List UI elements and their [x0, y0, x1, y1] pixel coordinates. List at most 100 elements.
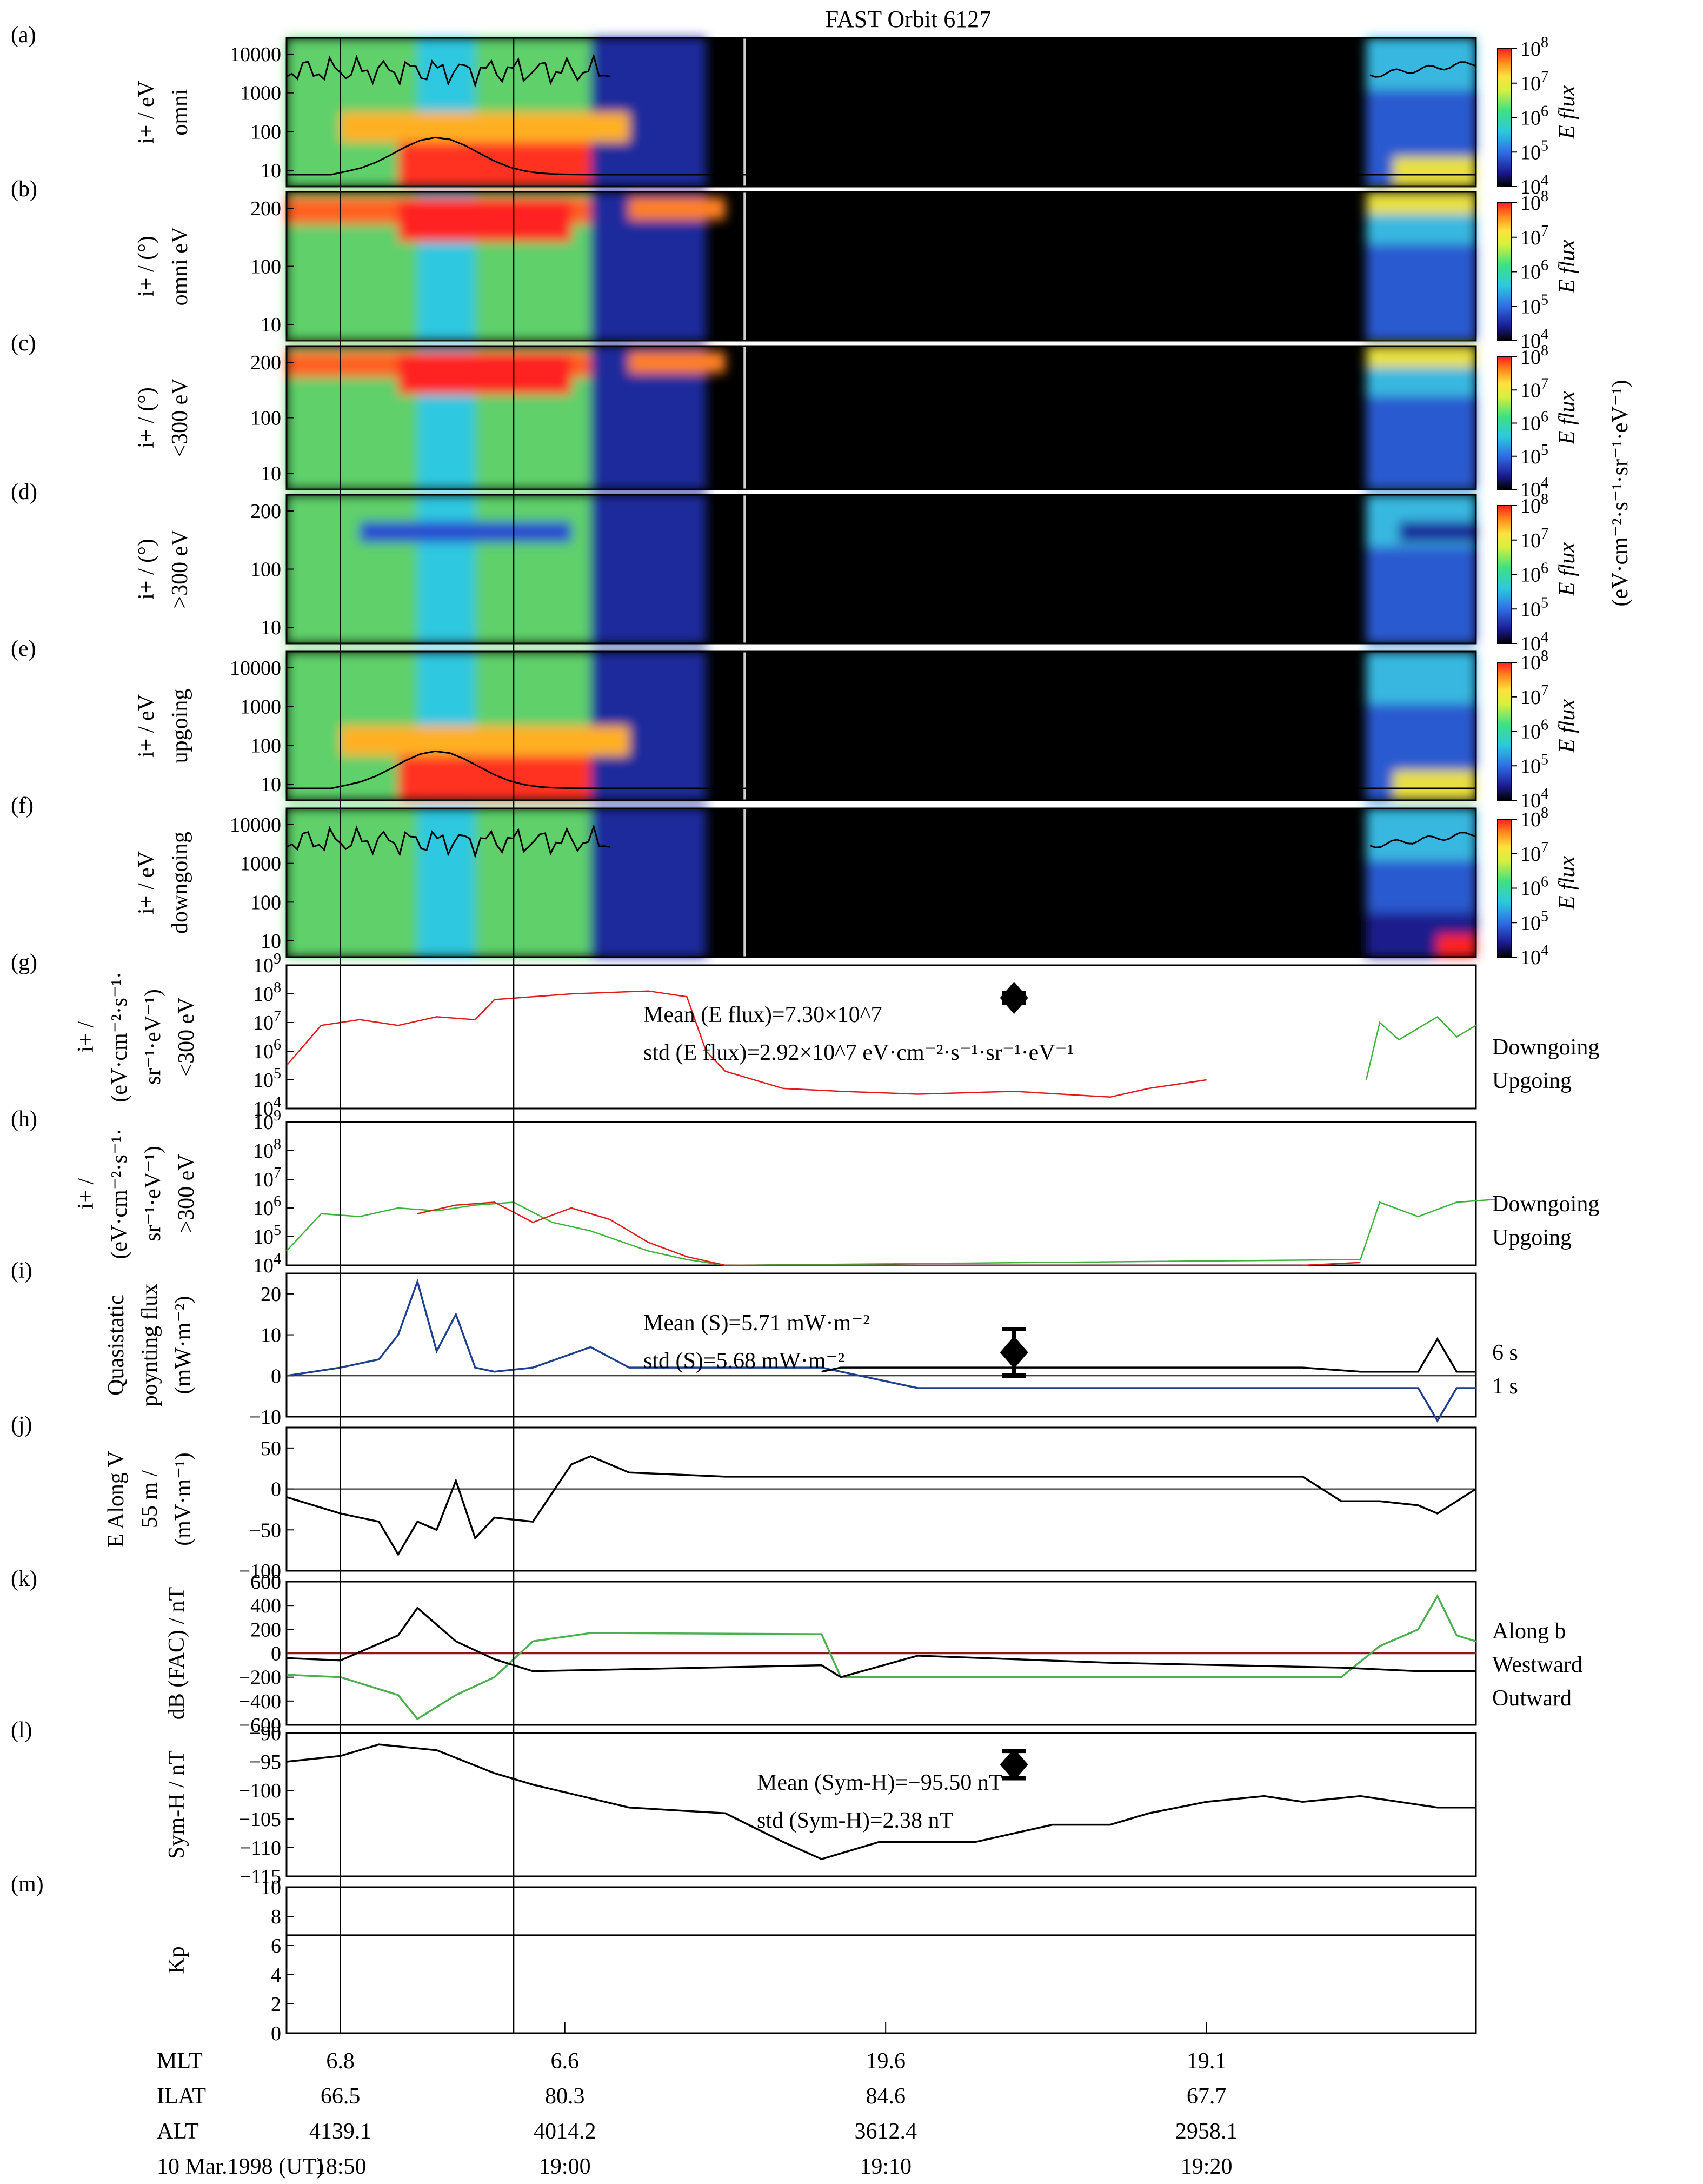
- y-tick-label: 107: [253, 1008, 281, 1034]
- y-axis-label: >300 eV: [168, 529, 192, 608]
- colorbar-tick: 106: [1520, 103, 1548, 130]
- colorbar-tick: 105: [1520, 751, 1548, 778]
- y-axis-label: (mW·m⁻²): [171, 1296, 196, 1395]
- x-axis-table: MLT 6.8 6.6 19.6 19.1 ILAT 66.5 80.3 84.6 67.7 ALT…: [157, 2022, 1238, 2179]
- y-tick-label: −100: [239, 1780, 281, 1802]
- y-axis-label: sr⁻¹·eV⁻¹): [141, 1146, 165, 1242]
- colorbar-tick: 104: [1520, 942, 1548, 969]
- legend-entry: Upgoing: [1492, 1225, 1572, 1250]
- panel-e: (e) i+ / eV upgoing 10000 1000 100 10 104 105 106…: [11, 636, 1580, 812]
- y-tick-label: 200: [250, 197, 281, 220]
- x-axis-row-label: ALT: [157, 2119, 199, 2144]
- plot-frame: [285, 1272, 1477, 1418]
- x-axis-row-label: 10 Mar.1998 (UT): [157, 2154, 324, 2179]
- y-tick-label: −600: [239, 1714, 281, 1737]
- stat-annotation: Mean (S)=5.71 mW·m⁻²: [643, 1311, 870, 1336]
- stat-annotation: std (S)=5.68 mW·m⁻²: [643, 1349, 844, 1373]
- panel-i: (i) Quasistatic poynting flux (mW·m⁻²) 20 10 0…: [11, 1258, 1518, 1429]
- mean-marker: [1000, 1336, 1028, 1369]
- colorbar-tick: 105: [1520, 291, 1548, 318]
- y-axis-label: i+ / eV: [134, 851, 159, 914]
- mean-energy-trace-right: [1369, 832, 1476, 848]
- y-axis-label: upgoing: [168, 689, 192, 764]
- y-tick-label: 1000: [240, 696, 281, 719]
- y-tick-label: 10000: [230, 43, 281, 66]
- colorbar: [1497, 202, 1512, 341]
- y-tick-label: 1000: [240, 853, 281, 875]
- y-axis-label: i+ / eV: [134, 81, 159, 144]
- colorbar-label: E flux: [1555, 85, 1580, 140]
- colorbar-tick: 104: [1520, 475, 1548, 501]
- colorbar: [1497, 356, 1512, 490]
- y-tick-label: 100: [250, 891, 281, 914]
- x-axis-row-value: 19:20: [1181, 2154, 1233, 2179]
- y-tick-label: 10000: [230, 814, 281, 837]
- panel-f: (f) i+ / eV downgoing 10000 1000 100 10 104 105 1…: [11, 793, 1580, 969]
- figure-title: FAST Orbit 6127: [826, 6, 991, 32]
- stat-annotation: std (Sym-H)=2.38 nT: [757, 1808, 953, 1833]
- y-tick-label: 4: [271, 1964, 281, 1987]
- colorbar: [1497, 819, 1512, 958]
- panel-label: (k): [11, 1566, 37, 1591]
- mean-marker: [1000, 981, 1028, 1014]
- legend-entry: Upgoing: [1492, 1068, 1572, 1093]
- y-tick-label: −115: [240, 1866, 281, 1888]
- y-tick-label: 10: [261, 616, 281, 639]
- panel-label: (j): [11, 1412, 32, 1437]
- y-tick-label: 400: [250, 1595, 281, 1617]
- panel-label: (l): [11, 1718, 32, 1743]
- colorbar-label: E flux: [1555, 699, 1580, 753]
- y-tick-label: 10: [261, 314, 281, 336]
- y-axis-label: (eV·cm⁻²·s⁻¹·: [107, 971, 132, 1102]
- panel-label: (b): [11, 177, 37, 202]
- colorbar-tick: 108: [1520, 34, 1548, 61]
- colorbar-tick: 106: [1520, 560, 1548, 587]
- y-tick-label: 0: [271, 2022, 281, 2045]
- x-axis-row-value: 84.6: [866, 2084, 906, 2109]
- legend-entry: 1 s: [1492, 1374, 1518, 1399]
- x-axis-row-value: 18:50: [315, 2154, 367, 2179]
- y-axis-label: i+ / (°): [134, 387, 159, 448]
- y-axis-label: i+ / eV: [134, 694, 159, 758]
- y-tick-label: 108: [253, 1136, 281, 1163]
- y-axis-label: dB (FAC) / nT: [164, 1587, 189, 1720]
- series-westward: [286, 1594, 1476, 1721]
- series-e: [286, 1455, 1476, 1557]
- colorbar-tick: 107: [1520, 839, 1548, 866]
- y-axis-label: poynting flux: [137, 1284, 162, 1407]
- x-axis-row-value: 66.5: [321, 2084, 361, 2109]
- plot-frame: [285, 1121, 1477, 1266]
- series-1-s: [821, 1337, 1476, 1373]
- y-tick-label: −95: [249, 1751, 281, 1774]
- y-axis-label: i+ /: [74, 1021, 98, 1052]
- series-outward: [286, 1606, 1476, 1678]
- colorbar-tick: 104: [1520, 786, 1548, 812]
- spectrogram-fill: [287, 38, 1476, 187]
- y-axis-label: 55 m /: [137, 1470, 162, 1529]
- y-axis-label: downgoing: [168, 832, 192, 934]
- event-lines: [340, 38, 515, 2033]
- y-tick-label: 1000: [240, 82, 281, 105]
- x-axis-row-value: 4139.1: [309, 2119, 372, 2144]
- legend-entry: 6 s: [1492, 1340, 1518, 1365]
- colorbar-tick: 104: [1520, 172, 1548, 198]
- colorbar-label: E flux: [1555, 542, 1580, 596]
- y-axis-label: (mV·m⁻¹): [171, 1452, 196, 1545]
- y-tick-label: −50: [249, 1519, 281, 1542]
- x-axis-row-value: 4014.2: [534, 2119, 596, 2144]
- legend-entry: Along b: [1492, 1619, 1566, 1644]
- y-tick-label: 109: [253, 951, 281, 977]
- y-tick-label: 10: [261, 160, 281, 182]
- y-tick-label: 10000: [230, 657, 281, 680]
- y-tick-label: −400: [239, 1690, 281, 1713]
- colorbar-label: E flux: [1555, 240, 1580, 294]
- y-tick-label: 0: [271, 1478, 281, 1501]
- colorbar-tick: 106: [1520, 874, 1548, 900]
- y-tick-label: 105: [253, 1065, 281, 1092]
- panel-l: (l) Sym-H / nT −90 −95 −100 −105 −110 −115 Mean …: [11, 1718, 1477, 1888]
- colorbar-units: (eV·cm⁻²·s⁻¹·sr⁻¹·eV⁻¹): [1608, 380, 1633, 607]
- panel-label: (a): [11, 23, 36, 48]
- y-tick-label: −200: [239, 1667, 281, 1689]
- colorbar-tick: 104: [1520, 629, 1548, 655]
